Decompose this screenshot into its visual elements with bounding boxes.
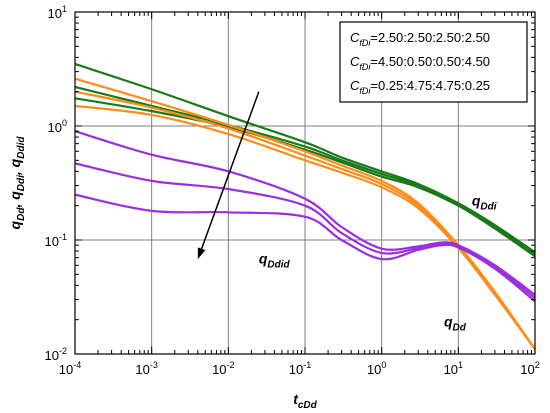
series-line-qDd-3 bbox=[74, 104, 536, 350]
x-tick-label: 10-2 bbox=[212, 360, 234, 377]
trend-arrow bbox=[200, 91, 260, 250]
y-tick-label: 101 bbox=[48, 4, 67, 21]
annotation-dd: qDd bbox=[444, 313, 467, 333]
legend-entry: CfDi=0.25:4.75:4.75:0.25 bbox=[350, 78, 490, 96]
legend-box bbox=[339, 21, 528, 103]
series-line-qDdi-1 bbox=[74, 62, 536, 254]
x-tick-label: 10-3 bbox=[135, 360, 157, 377]
x-tick-label: 10-4 bbox=[59, 360, 81, 377]
x-tick-label: 10-1 bbox=[289, 360, 311, 377]
y-tick-label: 10-1 bbox=[45, 232, 67, 249]
y-axis-label: qDd, qDdi, qDdid bbox=[7, 136, 27, 230]
y-tick-labels: 10-2 10-1 100 101 bbox=[45, 4, 67, 363]
x-tick-label: 100 bbox=[367, 360, 386, 377]
y-tick-label: 100 bbox=[48, 118, 67, 135]
x-tick-labels: 10-4 10-3 10-2 10-1 100 101 102 bbox=[59, 360, 540, 377]
annotation-ddi: qDdi bbox=[472, 193, 497, 213]
x-tick-label: 101 bbox=[444, 360, 463, 377]
trend-arrow-head bbox=[197, 247, 206, 260]
legend-entry: CfDi=4.50:0.50:0.50:4.50 bbox=[350, 54, 490, 72]
series-lines bbox=[74, 62, 536, 350]
legend: CfDi=2.50:2.50:2.50:2.50 CfDi=4.50:0.50:0… bbox=[339, 21, 528, 103]
series-line-qDdi-2 bbox=[74, 85, 536, 256]
series-line-qDdid-3 bbox=[74, 193, 536, 303]
x-tick-label: 102 bbox=[520, 360, 539, 377]
annotation-ddid: qDdid bbox=[259, 251, 291, 271]
annotations: qDdi qDdid qDd bbox=[259, 193, 497, 334]
x-axis-label: tcDd bbox=[293, 391, 317, 411]
series-line-qDdi-3 bbox=[74, 97, 536, 258]
ticks bbox=[74, 12, 535, 355]
y-tick-label: 10-2 bbox=[45, 346, 67, 363]
legend-entry: CfDi=2.50:2.50:2.50:2.50 bbox=[350, 30, 490, 48]
